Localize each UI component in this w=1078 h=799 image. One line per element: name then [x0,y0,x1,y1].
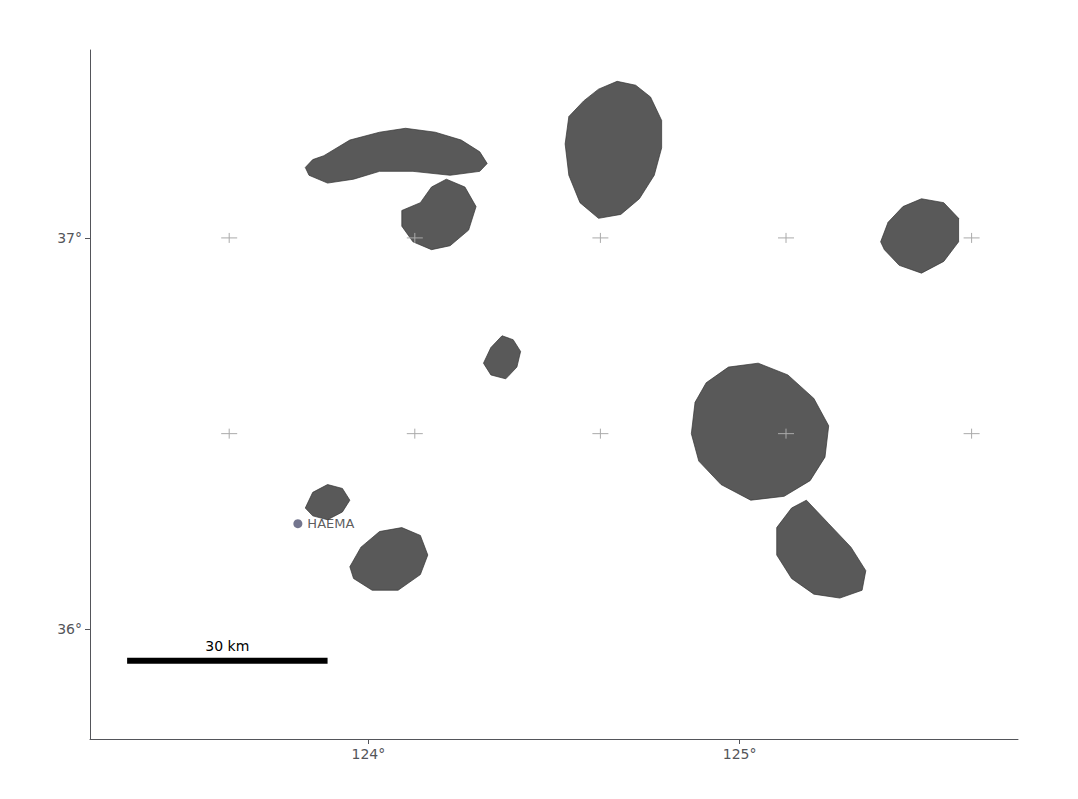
svg-text:125°: 125° [723,746,757,762]
svg-text:124°: 124° [352,746,386,762]
svg-text:30 km: 30 km [205,638,249,654]
svg-text:HAEMA: HAEMA [307,516,354,531]
svg-text:37°: 37° [57,230,82,246]
svg-text:36°: 36° [57,621,82,637]
